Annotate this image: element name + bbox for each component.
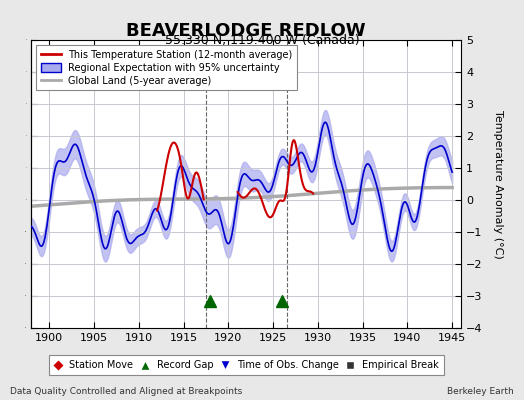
Y-axis label: Temperature Anomaly (°C): Temperature Anomaly (°C) [493,110,504,258]
Title: BEAVERLODGE REDLOW: BEAVERLODGE REDLOW [126,22,366,40]
Text: Berkeley Earth: Berkeley Earth [447,387,514,396]
Legend: Station Move, Record Gap, Time of Obs. Change, Empirical Break: Station Move, Record Gap, Time of Obs. C… [49,355,443,375]
Text: Data Quality Controlled and Aligned at Breakpoints: Data Quality Controlled and Aligned at B… [10,387,243,396]
Text: 55.330 N, 119.400 W (Canada): 55.330 N, 119.400 W (Canada) [165,34,359,47]
